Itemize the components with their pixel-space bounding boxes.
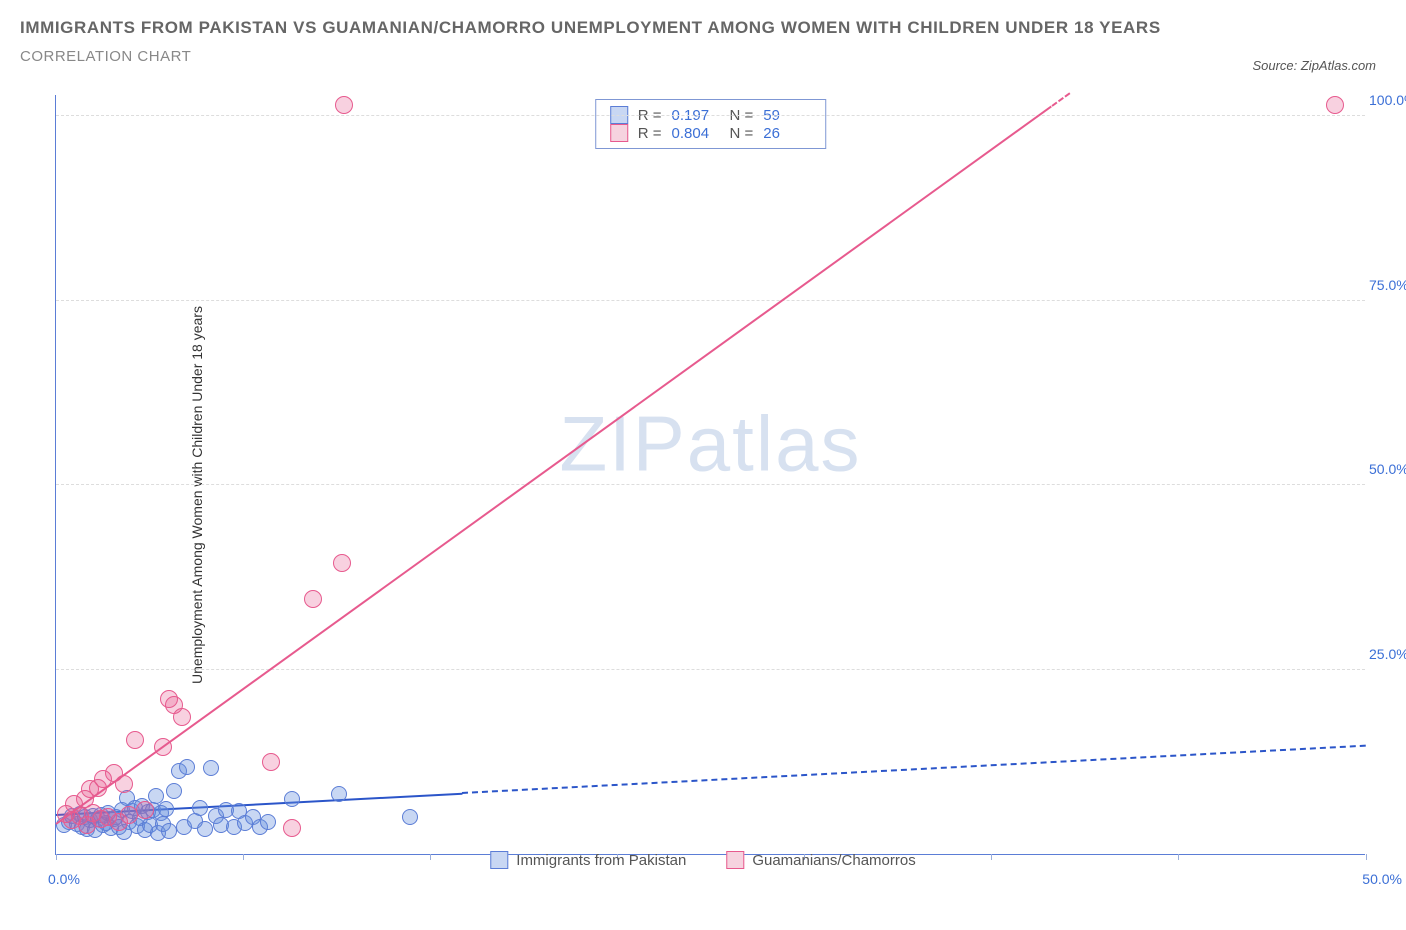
data-point [179, 759, 195, 775]
data-point [260, 814, 276, 830]
gridline [56, 300, 1365, 301]
y-tick-label: 75.0% [1369, 277, 1406, 293]
data-point [158, 801, 174, 817]
chart-area: Unemployment Among Women with Children U… [0, 85, 1406, 905]
stat-legend-row: R = 0.804 N = 26 [610, 124, 812, 142]
gridline [56, 115, 1365, 116]
legend-item: Immigrants from Pakistan [490, 851, 686, 869]
data-point [115, 775, 133, 793]
plot-region: ZIPatlas R =0.197N =59R =0.804N =26 25.0… [55, 95, 1365, 855]
gridline [56, 484, 1365, 485]
stat-r-label: R = [638, 125, 662, 142]
data-point [284, 791, 300, 807]
x-max-label: 50.0% [1362, 871, 1402, 887]
x-tick [1366, 854, 1367, 860]
data-point [161, 823, 177, 839]
x-tick [243, 854, 244, 860]
y-tick-label: 50.0% [1369, 461, 1406, 477]
stat-n-value: 26 [763, 125, 811, 142]
data-point [203, 760, 219, 776]
data-point [192, 800, 208, 816]
data-point [197, 821, 213, 837]
data-point [283, 819, 301, 837]
legend-label: Guamanians/Chamorros [752, 852, 915, 869]
gridline [56, 669, 1365, 670]
legend-item: Guamanians/Chamorros [726, 851, 915, 869]
x-tick [430, 854, 431, 860]
data-point [1326, 96, 1344, 114]
watermark: ZIPatlas [559, 399, 861, 490]
chart-title: IMMIGRANTS FROM PAKISTAN VS GUAMANIAN/CH… [20, 18, 1386, 38]
y-tick-label: 100.0% [1369, 92, 1406, 108]
data-point [126, 731, 144, 749]
data-point [166, 783, 182, 799]
legend-label: Immigrants from Pakistan [516, 852, 686, 869]
data-point [402, 809, 418, 825]
data-point [331, 786, 347, 802]
legend-swatch [726, 851, 744, 869]
series-legend: Immigrants from Pakistan Guamanians/Chamo… [490, 851, 915, 869]
data-point [262, 753, 280, 771]
stat-r-value: 0.804 [672, 125, 720, 142]
y-tick-label: 25.0% [1369, 646, 1406, 662]
x-tick [991, 854, 992, 860]
legend-swatch [610, 124, 628, 142]
regression-line [462, 745, 1366, 794]
data-point [304, 590, 322, 608]
stat-legend: R =0.197N =59R =0.804N =26 [595, 99, 827, 149]
x-origin-label: 0.0% [48, 871, 80, 887]
x-tick [56, 854, 57, 860]
x-tick [1178, 854, 1179, 860]
chart-subtitle: CORRELATION CHART [20, 48, 1386, 65]
source-label: Source: ZipAtlas.com [1252, 58, 1376, 73]
stat-n-label: N = [730, 125, 754, 142]
regression-line [55, 105, 1052, 824]
data-point [333, 554, 351, 572]
legend-swatch [490, 851, 508, 869]
data-point [136, 801, 154, 819]
data-point [173, 708, 191, 726]
regression-line [1051, 92, 1070, 106]
data-point [154, 738, 172, 756]
data-point [335, 96, 353, 114]
